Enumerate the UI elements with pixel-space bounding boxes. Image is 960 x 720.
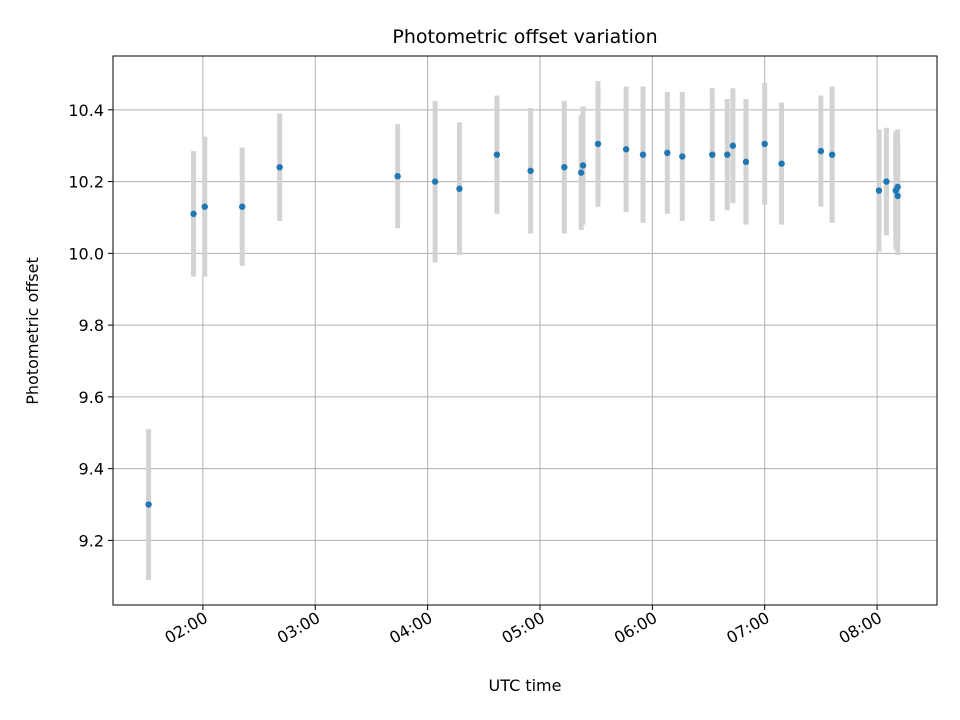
data-point bbox=[664, 149, 671, 157]
data-point bbox=[875, 187, 883, 194]
data-point bbox=[709, 151, 716, 158]
data-point bbox=[456, 185, 463, 192]
data-point bbox=[276, 164, 283, 171]
data-point bbox=[190, 210, 197, 218]
data-point bbox=[561, 164, 568, 171]
y-axis-ticks: 9.2 9.4 9.6 9.8 10.0 10.2 10.4 bbox=[68, 101, 113, 550]
data-point bbox=[201, 203, 208, 210]
y-tick-label: 9.6 bbox=[79, 388, 104, 407]
data-point bbox=[817, 147, 825, 155]
y-tick-label: 9.2 bbox=[79, 531, 104, 550]
data-point bbox=[394, 173, 401, 180]
data-point bbox=[579, 162, 587, 169]
data-point bbox=[622, 146, 630, 153]
y-tick-label: 9.8 bbox=[79, 316, 104, 335]
data-point bbox=[724, 151, 731, 158]
y-tick-label: 10.4 bbox=[68, 101, 104, 120]
data-point bbox=[639, 151, 647, 158]
y-tick-label: 10.0 bbox=[68, 244, 104, 263]
data-point bbox=[239, 203, 246, 210]
data-point bbox=[729, 142, 737, 149]
data-point bbox=[577, 169, 585, 176]
data-point bbox=[894, 183, 901, 191]
data-point bbox=[883, 178, 890, 185]
data-points bbox=[145, 140, 901, 508]
data-point bbox=[828, 151, 836, 158]
chart-title: Photometric offset variation bbox=[392, 26, 657, 48]
data-point bbox=[761, 140, 768, 148]
data-point bbox=[493, 151, 501, 158]
data-point bbox=[679, 153, 686, 160]
data-point bbox=[742, 158, 750, 166]
data-point bbox=[778, 160, 785, 167]
data-point bbox=[594, 140, 602, 148]
y-axis-label: Photometric offset bbox=[23, 257, 42, 405]
y-tick-label: 10.2 bbox=[68, 173, 104, 192]
data-point bbox=[431, 178, 439, 185]
data-point bbox=[894, 192, 901, 200]
plot-frame bbox=[112, 55, 938, 606]
data-point bbox=[145, 501, 152, 508]
y-tick-label: 9.4 bbox=[79, 460, 104, 479]
data-point bbox=[527, 167, 534, 175]
x-axis-label: UTC time bbox=[489, 676, 562, 695]
